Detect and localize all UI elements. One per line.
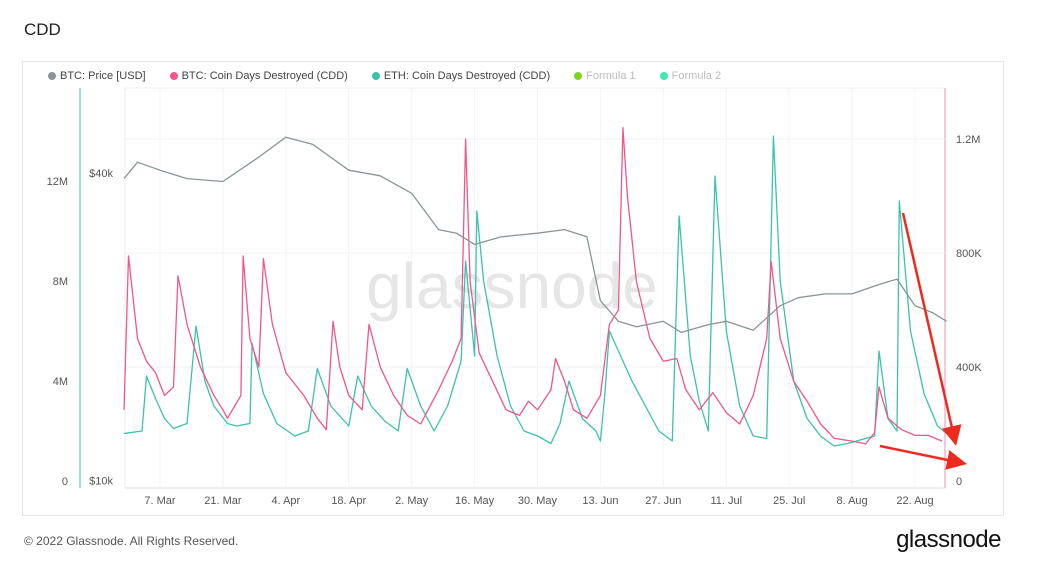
legend-dot-icon bbox=[659, 72, 668, 80]
legend-item[interactable]: ETH: Coin Days Destroyed (CDD) bbox=[371, 70, 551, 82]
price-tick-label: $10k bbox=[89, 476, 113, 488]
price-tick-label: $40k bbox=[89, 168, 113, 180]
left-tick-label: 4M bbox=[53, 376, 68, 388]
legend-label: Formula 2 bbox=[671, 70, 722, 82]
annotation-arrow bbox=[879, 444, 967, 470]
legend-dot-icon bbox=[169, 72, 178, 80]
x-tick-label: 21. Mar bbox=[204, 495, 242, 507]
x-tick-label: 30. May bbox=[518, 495, 558, 507]
x-tick-label: 2. May bbox=[395, 495, 429, 507]
right-tick-label: 400K bbox=[956, 362, 982, 374]
x-tick-label: 4. Apr bbox=[271, 495, 300, 507]
chart-panel bbox=[22, 61, 1004, 516]
annotation-arrow bbox=[901, 212, 962, 446]
x-tick-label: 18. Apr bbox=[331, 495, 366, 507]
brand-logo[interactable]: glassnode bbox=[896, 526, 1001, 553]
right-tick-label: 1.2M bbox=[956, 134, 980, 146]
legend-dot-icon bbox=[574, 72, 583, 80]
x-tick-label: 11. Jul bbox=[710, 495, 742, 507]
eth-cdd-line bbox=[123, 135, 947, 447]
x-tick-label: 7. Mar bbox=[144, 495, 176, 507]
x-tick-label: 8. Aug bbox=[836, 495, 867, 507]
legend-label: BTC: Price [USD] bbox=[60, 70, 146, 82]
legend-item[interactable]: BTC: Price [USD] bbox=[48, 70, 146, 82]
btc-price-line bbox=[123, 136, 947, 334]
legend-label: Formula 1 bbox=[586, 70, 636, 82]
right-tick-label: 0 bbox=[956, 476, 962, 488]
legend-dot-icon bbox=[48, 72, 56, 80]
legend-item[interactable]: BTC: Coin Days Destroyed (CDD) bbox=[169, 70, 348, 82]
x-tick-label: 16. May bbox=[455, 495, 495, 507]
copyright: © 2022 Glassnode. All Rights Reserved. bbox=[24, 534, 239, 548]
btc-cdd-line bbox=[123, 126, 943, 445]
legend-item[interactable]: Formula 2 bbox=[659, 70, 722, 82]
chart-title: CDD bbox=[24, 20, 61, 39]
x-tick-label: 13. Jun bbox=[582, 495, 618, 507]
watermark: glassnode bbox=[366, 250, 658, 322]
left-tick-label: 8M bbox=[53, 276, 68, 288]
x-tick-label: 22. Aug bbox=[896, 495, 933, 507]
right-tick-label: 800K bbox=[956, 248, 982, 260]
legend: BTC: Price [USD] BTC: Coin Days Destroyed… bbox=[48, 70, 721, 82]
x-tick-label: 27. Jun bbox=[645, 495, 681, 507]
left-tick-label: 0 bbox=[62, 476, 68, 488]
legend-dot-icon bbox=[371, 72, 380, 80]
x-tick-label: 25. Jul bbox=[773, 495, 805, 507]
legend-item[interactable]: Formula 1 bbox=[574, 70, 636, 82]
left-tick-label: 12M bbox=[47, 176, 68, 188]
legend-label: BTC: Coin Days Destroyed (CDD) bbox=[181, 70, 348, 82]
legend-label: ETH: Coin Days Destroyed (CDD) bbox=[383, 70, 551, 82]
